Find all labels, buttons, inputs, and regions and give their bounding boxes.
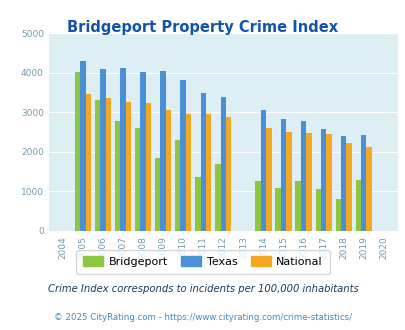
- Bar: [280, 118, 286, 231]
- Bar: [145, 103, 151, 231]
- Bar: [366, 147, 371, 231]
- Bar: [286, 132, 291, 231]
- Bar: [360, 135, 366, 231]
- Bar: [320, 129, 326, 231]
- Bar: [165, 110, 171, 231]
- Bar: [180, 80, 185, 231]
- Bar: [200, 93, 205, 231]
- Bar: [155, 158, 160, 231]
- Bar: [226, 116, 231, 231]
- Bar: [120, 68, 126, 231]
- Bar: [160, 71, 165, 231]
- Bar: [100, 69, 105, 231]
- Bar: [94, 100, 100, 231]
- Bar: [185, 114, 191, 231]
- Bar: [300, 121, 305, 231]
- Bar: [205, 114, 211, 231]
- Bar: [140, 72, 145, 231]
- Legend: Bridgeport, Texas, National: Bridgeport, Texas, National: [76, 250, 329, 274]
- Bar: [215, 164, 220, 231]
- Bar: [326, 134, 331, 231]
- Bar: [80, 61, 85, 231]
- Bar: [345, 143, 351, 231]
- Bar: [115, 121, 120, 231]
- Bar: [134, 128, 140, 231]
- Bar: [105, 98, 111, 231]
- Bar: [355, 180, 360, 231]
- Bar: [195, 177, 200, 231]
- Bar: [255, 181, 260, 231]
- Bar: [315, 189, 320, 231]
- Bar: [175, 140, 180, 231]
- Text: Bridgeport Property Crime Index: Bridgeport Property Crime Index: [67, 20, 338, 35]
- Bar: [126, 102, 131, 231]
- Bar: [340, 136, 345, 231]
- Bar: [266, 128, 271, 231]
- Bar: [335, 199, 340, 231]
- Bar: [295, 181, 300, 231]
- Bar: [85, 94, 91, 231]
- Text: Crime Index corresponds to incidents per 100,000 inhabitants: Crime Index corresponds to incidents per…: [47, 284, 358, 294]
- Bar: [275, 188, 280, 231]
- Bar: [75, 72, 80, 231]
- Text: © 2025 CityRating.com - https://www.cityrating.com/crime-statistics/: © 2025 CityRating.com - https://www.city…: [54, 313, 351, 322]
- Bar: [260, 110, 266, 231]
- Bar: [305, 133, 311, 231]
- Bar: [220, 97, 226, 231]
